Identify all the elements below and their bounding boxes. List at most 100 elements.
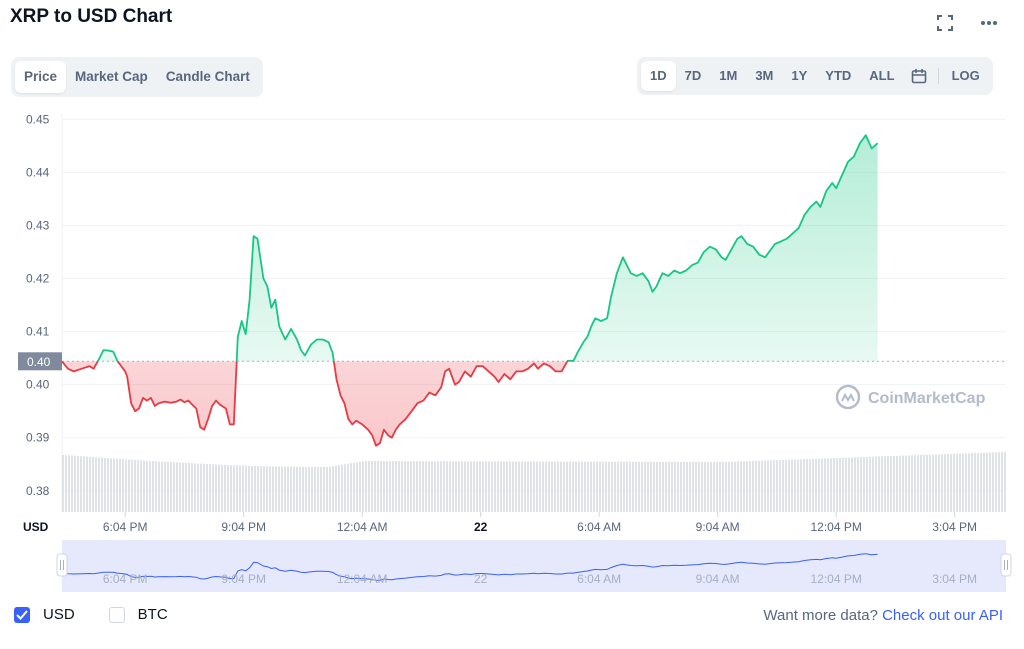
volume-bar — [803, 459, 805, 512]
tab-candle-chart[interactable]: Candle Chart — [165, 69, 250, 84]
y-tick-label: 0.44 — [26, 165, 50, 179]
volume-bar — [332, 466, 334, 512]
volume-bar — [386, 461, 388, 512]
volume-bar — [221, 464, 223, 512]
volume-bar — [314, 466, 316, 512]
volume-bar — [875, 456, 877, 512]
volume-bar — [296, 466, 298, 512]
volume-bar — [242, 465, 244, 512]
range-3m[interactable]: 3M — [755, 68, 774, 83]
volume-bar — [128, 459, 130, 512]
volume-bar — [191, 463, 193, 512]
volume-bar — [644, 461, 646, 512]
volume-bar — [359, 461, 361, 512]
volume-bar — [989, 452, 991, 512]
volume-bar — [305, 466, 307, 512]
volume-bar — [950, 453, 952, 512]
volume-bar — [761, 460, 763, 512]
volume-bar — [683, 462, 685, 512]
volume-bar — [746, 461, 748, 512]
volume-bar — [89, 456, 91, 512]
volume-bar — [488, 461, 490, 512]
volume-bar — [893, 455, 895, 512]
volume-bar — [575, 461, 577, 512]
volume-bar — [983, 452, 985, 512]
volume-bar — [80, 456, 82, 512]
volume-bar — [410, 461, 412, 512]
volume-bar — [986, 452, 988, 512]
volume-bar — [284, 466, 286, 512]
y-tick-label: 0.42 — [26, 272, 50, 286]
volume-bar — [392, 461, 394, 512]
volume-bar — [608, 461, 610, 512]
volume-bar — [857, 457, 859, 512]
volume-bar — [533, 461, 535, 512]
volume-bar — [632, 461, 634, 512]
volume-bar — [815, 458, 817, 512]
volume-bar — [338, 465, 340, 512]
volume-bar — [824, 458, 826, 512]
volume-bar — [527, 461, 529, 512]
log-scale-toggle[interactable]: LOG — [951, 68, 980, 83]
volume-bar — [995, 452, 997, 512]
volume-bar — [851, 457, 853, 512]
volume-bar — [710, 462, 712, 512]
volume-bar — [248, 465, 250, 512]
tab-market-cap[interactable]: Market Cap — [75, 69, 148, 84]
calendar-icon[interactable] — [904, 61, 934, 91]
volume-bar — [1004, 452, 1006, 512]
volume-bar — [590, 461, 592, 512]
volume-bar — [737, 461, 739, 512]
tab-price[interactable]: Price — [15, 61, 67, 93]
x-tick-label: 22 — [474, 520, 488, 534]
x-tick-label: 12:04 AM — [337, 520, 388, 534]
volume-bar — [461, 461, 463, 512]
chart-view-tabs: Price Market Cap Candle Chart — [11, 57, 263, 97]
volume-bar — [104, 457, 106, 512]
range-1y[interactable]: 1Y — [791, 68, 808, 83]
volume-bar — [938, 454, 940, 512]
volume-bar — [704, 462, 706, 512]
more-icon[interactable] — [978, 12, 1000, 34]
volume-bar — [917, 455, 919, 512]
volume-bar — [92, 457, 94, 512]
navigator-handle-right[interactable] — [1000, 553, 1012, 577]
navigator-window[interactable] — [62, 540, 1006, 592]
fullscreen-icon[interactable] — [934, 12, 956, 34]
volume-bar — [239, 465, 241, 512]
volume-bar — [584, 461, 586, 512]
volume-bar — [767, 460, 769, 512]
volume-bar — [491, 461, 493, 512]
volume-bar — [641, 461, 643, 512]
volume-bar — [86, 456, 88, 512]
volume-bar — [731, 461, 733, 512]
btc-label: BTC — [137, 606, 168, 623]
range-1d[interactable]: 1D — [641, 61, 676, 91]
api-link[interactable]: Check out our API — [882, 607, 1003, 624]
range-7d[interactable]: 7D — [684, 68, 702, 83]
range-1m[interactable]: 1M — [719, 68, 738, 83]
volume-bar — [281, 466, 283, 512]
volume-bar — [269, 466, 271, 512]
range-ytd[interactable]: YTD — [825, 68, 852, 83]
time-range-selector: 1D 7D 1M 3M 1Y YTD ALL LOG — [637, 57, 993, 95]
volume-bar — [110, 458, 112, 512]
navigator-handle-left[interactable] — [56, 553, 68, 577]
volume-bar — [95, 457, 97, 512]
navigator-tick-label: 12:04 AM — [337, 572, 388, 586]
range-all[interactable]: ALL — [869, 68, 895, 83]
navigator-tick-label: 6:04 PM — [103, 572, 148, 586]
volume-bar — [596, 461, 598, 512]
price-chart[interactable]: 0.45 0.44 0.43 0.42 0.41 0.40 0.39 0.38 0.40 Coin… — [0, 100, 1024, 600]
volume-bar — [149, 460, 151, 512]
volume-bar — [869, 456, 871, 512]
usd-checkbox[interactable] — [14, 606, 30, 623]
volume-bar — [119, 458, 121, 512]
volume-bar — [725, 461, 727, 512]
btc-checkbox[interactable] — [108, 606, 125, 623]
volume-bar — [83, 456, 85, 512]
volume-bar — [572, 461, 574, 512]
volume-bar — [341, 464, 343, 512]
volume-bar — [899, 455, 901, 512]
volume-bar — [800, 459, 802, 512]
